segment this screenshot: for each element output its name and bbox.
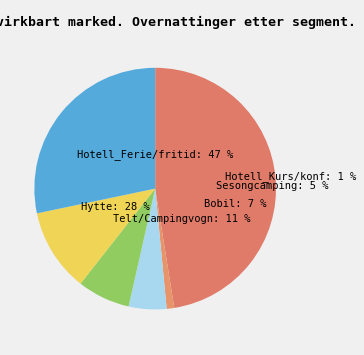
Wedge shape — [80, 189, 155, 306]
Wedge shape — [155, 68, 276, 308]
Wedge shape — [155, 189, 174, 309]
Text: Påvirkbart marked. Overnattinger etter segment. 2015: Påvirkbart marked. Overnattinger etter s… — [0, 15, 364, 29]
Wedge shape — [37, 189, 155, 284]
Text: Bobil: 7 %: Bobil: 7 % — [203, 199, 266, 209]
Wedge shape — [128, 189, 167, 310]
Text: Hytte: 28 %: Hytte: 28 % — [81, 202, 150, 212]
Text: Hotell_Kurs/konf: 1 %: Hotell_Kurs/konf: 1 % — [225, 171, 356, 182]
Text: Hotell_Ferie/fritid: 47 %: Hotell_Ferie/fritid: 47 % — [77, 149, 233, 160]
Text: Telt/Campingvogn: 11 %: Telt/Campingvogn: 11 % — [113, 214, 250, 224]
Text: Sesongcamping: 5 %: Sesongcamping: 5 % — [215, 181, 328, 191]
Wedge shape — [34, 68, 155, 213]
